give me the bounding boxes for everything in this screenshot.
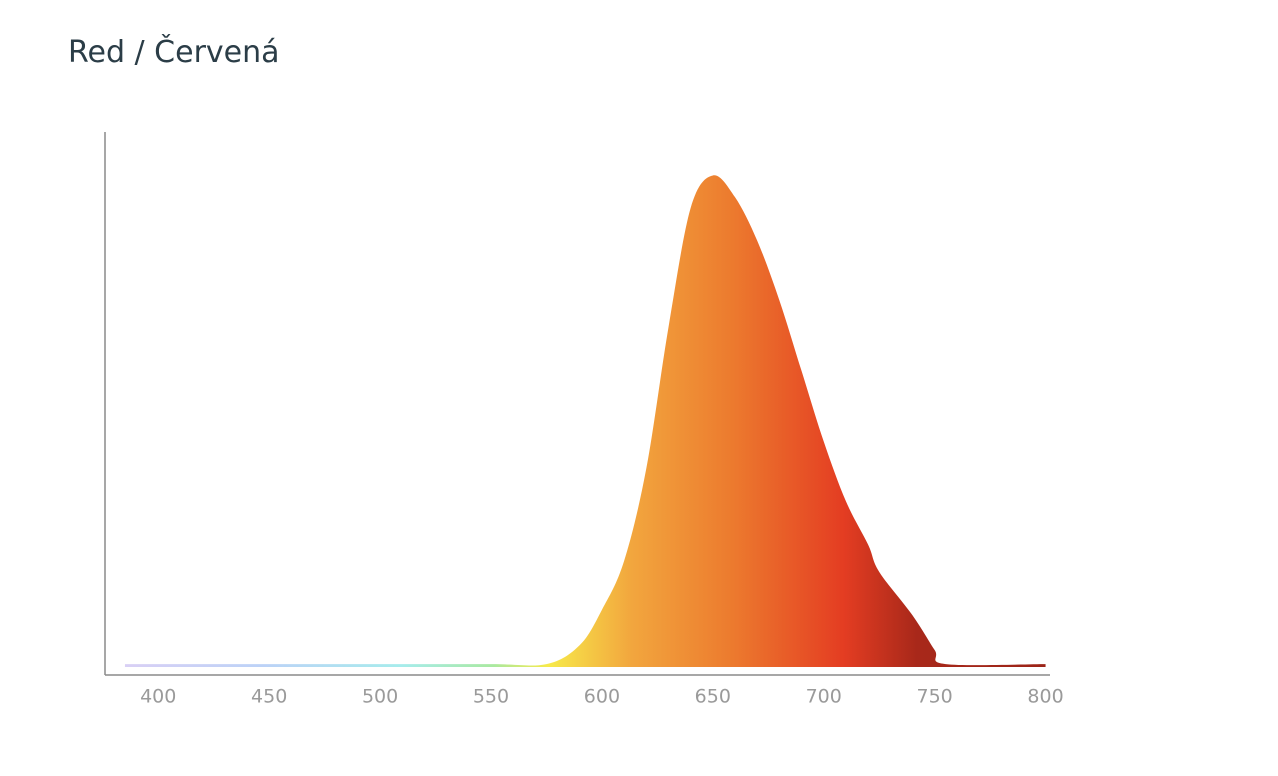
spectrum-area bbox=[124, 175, 1046, 667]
x-tick-label: 700 bbox=[806, 686, 842, 708]
x-tick-label: 400 bbox=[140, 686, 176, 708]
x-tick-label: 550 bbox=[473, 686, 509, 708]
x-tick-label: 650 bbox=[695, 686, 731, 708]
x-tick-label: 500 bbox=[362, 686, 398, 708]
x-tick-label: 800 bbox=[1027, 686, 1063, 708]
x-tick-label: 600 bbox=[584, 686, 620, 708]
x-tick-label: 750 bbox=[917, 686, 953, 708]
chart-title: Red / Červená bbox=[68, 33, 280, 70]
x-tick-label: 450 bbox=[251, 686, 287, 708]
